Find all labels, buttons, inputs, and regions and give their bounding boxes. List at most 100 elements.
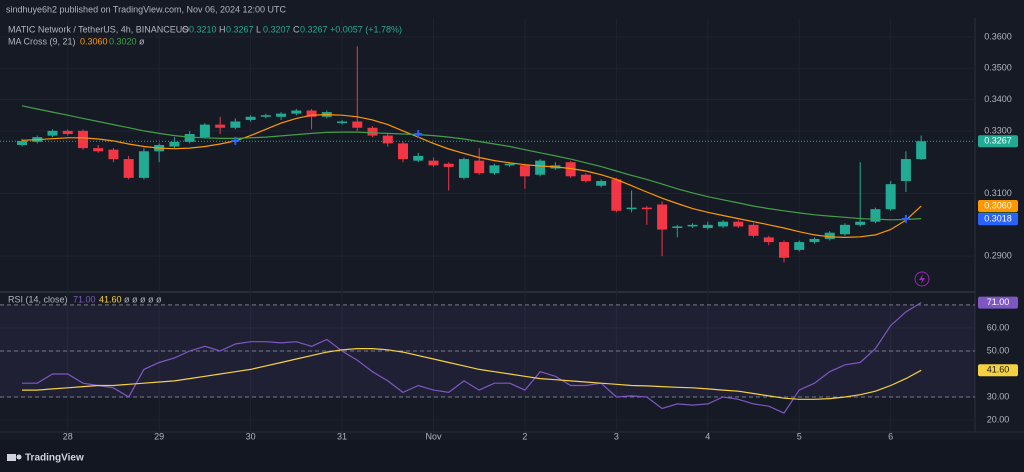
candle-body — [17, 140, 27, 145]
candle-body — [641, 207, 652, 210]
price-tag — [978, 213, 1018, 226]
y-tick-label: 30.00 — [987, 391, 1010, 401]
y-tick-label: 60.00 — [987, 322, 1010, 332]
candle-body — [748, 224, 759, 236]
indicator-symbol: ø — [139, 36, 145, 46]
candle-body — [47, 130, 58, 136]
price-tag-label: 71.00 — [987, 297, 1010, 307]
x-tick-label: 2 — [522, 431, 527, 441]
candle-body — [62, 130, 73, 135]
candle-body — [763, 237, 774, 243]
x-tick-label: 5 — [797, 431, 802, 441]
candle-body — [443, 163, 454, 167]
publisher-line: sindhuye6h2 published on TradingView.com… — [6, 4, 287, 14]
candle-body — [428, 160, 439, 166]
candle-body — [672, 226, 683, 228]
candle-body — [245, 116, 256, 120]
ma-cross-marker — [901, 214, 910, 223]
price-tag — [978, 364, 1018, 377]
candle-body — [580, 174, 591, 181]
symbol-title: MATIC Network / TetherUS, 4h, BINANCEUS — [8, 24, 188, 34]
rsi-line — [22, 302, 922, 414]
footer-bar — [0, 440, 1024, 472]
indicator-name: MA Cross (9, 21) — [8, 36, 76, 46]
indicator-name: RSI (14, close) — [8, 294, 68, 304]
indicator-symbol: ø ø ø ø ø — [124, 294, 162, 304]
y-tick-label: 0.3500 — [984, 63, 1012, 73]
candle-body — [900, 159, 911, 181]
candle-body — [626, 207, 637, 210]
ohlc-value: 0.3210 — [189, 24, 217, 34]
candle-body — [916, 141, 927, 160]
candle-body — [382, 135, 393, 144]
alert-bolt — [919, 274, 925, 284]
candle-body — [809, 238, 820, 243]
candle-body — [535, 160, 546, 175]
candle-body — [108, 149, 119, 160]
candle-body — [596, 180, 607, 186]
candle-body — [855, 221, 866, 225]
candle-body — [870, 209, 881, 222]
candle-body — [733, 221, 744, 227]
candle-body — [367, 127, 378, 136]
ma-cross-marker — [231, 136, 240, 145]
ohlc-value: 0.3207 — [263, 24, 291, 34]
price-tag-label: 41.60 — [987, 365, 1010, 375]
x-tick-label: 28 — [63, 431, 73, 441]
y-tick-label: 0.2900 — [984, 251, 1012, 261]
candle-body — [565, 162, 576, 177]
candle-body — [474, 160, 485, 174]
candle-body — [306, 110, 317, 117]
candle-body — [839, 224, 850, 235]
rsi-line — [22, 348, 922, 400]
candle-body — [352, 121, 363, 128]
candle-body — [611, 179, 622, 211]
candle-body — [458, 159, 469, 178]
x-tick-label: 31 — [337, 431, 347, 441]
x-tick-label: 30 — [246, 431, 256, 441]
candle-body — [702, 224, 713, 228]
price-tag-label: 0.3018 — [984, 214, 1012, 224]
ohlc-value: 0.3267 — [226, 24, 254, 34]
indicator-value: 41.60 — [99, 294, 122, 304]
y-tick-label: 50.00 — [987, 345, 1010, 355]
x-tick-label: 3 — [614, 431, 619, 441]
change-value: +0.0057 (+1.78%) — [330, 24, 402, 34]
logo — [7, 454, 22, 461]
candle-body — [276, 113, 287, 117]
x-tick-label: 4 — [705, 431, 710, 441]
x-tick-label: 6 — [888, 431, 893, 441]
candle-body — [779, 242, 789, 258]
candle-body — [504, 163, 515, 166]
ohlc-key: H — [219, 24, 226, 34]
ohlc-key: L — [256, 24, 261, 34]
y-tick-label: 20.00 — [987, 414, 1010, 424]
y-tick-label: 0.3400 — [984, 94, 1012, 104]
candle-body — [77, 130, 88, 149]
x-tick-label: Nov — [425, 431, 442, 441]
candle-body — [291, 110, 302, 114]
ohlc-value: 0.3267 — [300, 24, 328, 34]
ohlc-key: O — [182, 24, 189, 34]
price-tag — [978, 200, 1018, 213]
candle-body — [687, 224, 698, 227]
indicator-value: 71.00 — [73, 294, 96, 304]
candle-body — [138, 151, 149, 178]
candle-body — [718, 221, 729, 227]
candle-body — [824, 232, 835, 239]
candle-body — [337, 121, 348, 124]
candle-body — [398, 143, 408, 160]
price-tag — [978, 296, 1018, 309]
y-tick-label: 0.3600 — [984, 31, 1012, 41]
price-tag — [978, 135, 1018, 148]
candle-body — [215, 124, 226, 128]
footer-brand: TradingView — [25, 453, 84, 464]
candle-body — [657, 204, 668, 230]
ma-cross-marker — [414, 130, 423, 139]
ohlc-key: C — [293, 24, 300, 34]
candle-body — [794, 242, 805, 250]
candle-body — [489, 165, 500, 174]
